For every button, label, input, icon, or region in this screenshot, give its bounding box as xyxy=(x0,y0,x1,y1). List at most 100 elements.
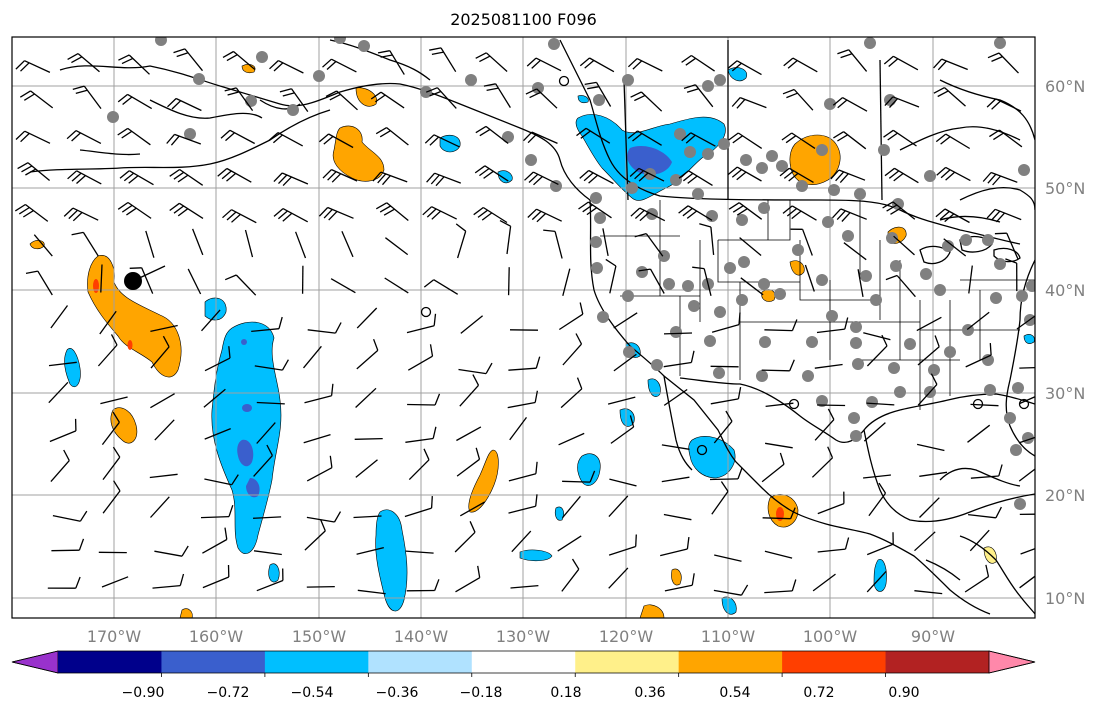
wind-barb-flag xyxy=(177,208,189,217)
wind-barb-flag xyxy=(885,274,898,281)
wind-barb-flag xyxy=(481,212,493,221)
wind-barb-flag xyxy=(987,173,997,184)
wind-barb xyxy=(812,573,836,592)
lat-tick-label: 30°N xyxy=(1045,384,1085,403)
wind-barb-flag xyxy=(423,448,430,461)
wind-barb-flag xyxy=(632,60,643,70)
wind-barb xyxy=(970,403,999,407)
wind-barb-flag xyxy=(323,135,334,145)
wind-barb-flag xyxy=(985,564,990,577)
wind-barb-flag xyxy=(379,130,391,138)
wind-barb xyxy=(101,576,129,588)
wind-barb-flag xyxy=(422,206,433,216)
wind-barb-flag xyxy=(998,464,1003,477)
wind-barb xyxy=(608,567,629,589)
wind-barb-flag xyxy=(67,170,78,180)
wind-barb xyxy=(52,514,81,522)
wind-barb-flag xyxy=(63,207,74,217)
wind-barb-flag xyxy=(678,170,689,179)
wind-barb-flag xyxy=(429,90,442,97)
wind-barb-flag xyxy=(432,426,437,439)
wind-barb-flag xyxy=(580,130,591,139)
wind-barb-flag xyxy=(736,171,747,181)
wind-barb xyxy=(204,427,231,440)
wind-barb xyxy=(816,328,845,334)
colorbar-swatch xyxy=(678,651,783,673)
wind-barb xyxy=(405,437,434,443)
wind-barb-flag xyxy=(727,60,738,69)
wind-barb-flag xyxy=(327,171,337,181)
wind-barb-flag xyxy=(171,100,182,110)
wind-barb xyxy=(866,402,895,406)
wind-barb xyxy=(1006,232,1019,260)
wind-barb-flag xyxy=(783,170,795,179)
wind-barb-flag xyxy=(475,447,481,460)
wind-barb-flag xyxy=(112,411,120,423)
wind-barb-flag xyxy=(323,208,333,219)
wind-barb-flag xyxy=(588,174,599,184)
wind-barb-flag xyxy=(791,579,797,592)
wind-barb xyxy=(863,474,891,479)
wind-barb-flag xyxy=(71,132,81,142)
wind-barb-flag xyxy=(937,90,949,98)
wind-barb xyxy=(714,554,742,562)
wind-barb-flag xyxy=(25,270,38,275)
wind-barb-flag xyxy=(374,94,386,103)
wind-barb-flag xyxy=(128,175,139,184)
wind-barb-flag xyxy=(634,209,645,219)
wind-barb-flag xyxy=(375,202,388,210)
wind-barb xyxy=(100,396,128,405)
wind-barb-flag xyxy=(222,209,232,219)
wind-barb-flag xyxy=(117,127,129,136)
wind-barb xyxy=(916,316,942,332)
wind-barb xyxy=(609,265,617,294)
wind-barb-flag xyxy=(740,584,749,596)
lon-tick-label: 110°W xyxy=(701,627,756,646)
colorbar-label: 0.18 xyxy=(550,685,581,701)
wind-barb-flag xyxy=(121,130,133,139)
wind-barb xyxy=(459,501,486,517)
wind-barb xyxy=(507,267,510,296)
wind-barb xyxy=(764,590,793,594)
wind-barb-flag xyxy=(477,565,481,578)
wind-barb-flag xyxy=(839,173,849,184)
latitude-tick-labels: 60°N 50°N 40°N 30°N 20°N 10°N xyxy=(1045,77,1085,608)
wind-barb xyxy=(356,349,379,370)
wind-barb xyxy=(613,353,637,372)
wind-barb-flag xyxy=(629,167,640,177)
wind-barb-flag xyxy=(224,274,237,281)
wind-barb xyxy=(814,363,843,369)
wind-barb xyxy=(663,361,692,368)
wind-barb xyxy=(306,585,335,588)
wind-barb-flag xyxy=(732,135,743,144)
wind-barb-flag xyxy=(940,136,951,145)
wind-barb-flag xyxy=(576,127,587,137)
wind-barb-flag xyxy=(119,170,130,179)
wind-barb xyxy=(201,309,221,332)
wind-barb-flag xyxy=(579,57,590,67)
wind-barb-flag xyxy=(685,57,696,66)
wind-barb-flag xyxy=(791,319,798,331)
coastlines xyxy=(29,39,1035,615)
wind-barb-flag xyxy=(282,176,292,187)
lat-tick-label: 20°N xyxy=(1045,486,1085,505)
wind-barb-flag xyxy=(173,171,185,180)
wind-barb-flag xyxy=(827,408,835,420)
wind-barb xyxy=(102,456,121,480)
wind-barb-flag xyxy=(686,210,698,219)
wind-barb-flag xyxy=(930,373,938,385)
wind-barb xyxy=(407,403,436,406)
wind-barb-flag xyxy=(781,132,793,141)
map-frame xyxy=(11,36,1036,619)
wind-barb xyxy=(99,310,117,335)
wind-barb-flag xyxy=(690,350,695,363)
wind-barb-flag xyxy=(638,268,651,272)
wind-barb-flag xyxy=(543,229,556,233)
wind-barb xyxy=(817,548,846,553)
wind-barb-flag xyxy=(322,169,332,179)
wind-barb xyxy=(256,401,285,405)
wind-barb-flag xyxy=(63,449,70,461)
wind-barb xyxy=(356,307,378,329)
wind-barb xyxy=(562,480,591,483)
wind-barb-flag xyxy=(122,96,133,106)
